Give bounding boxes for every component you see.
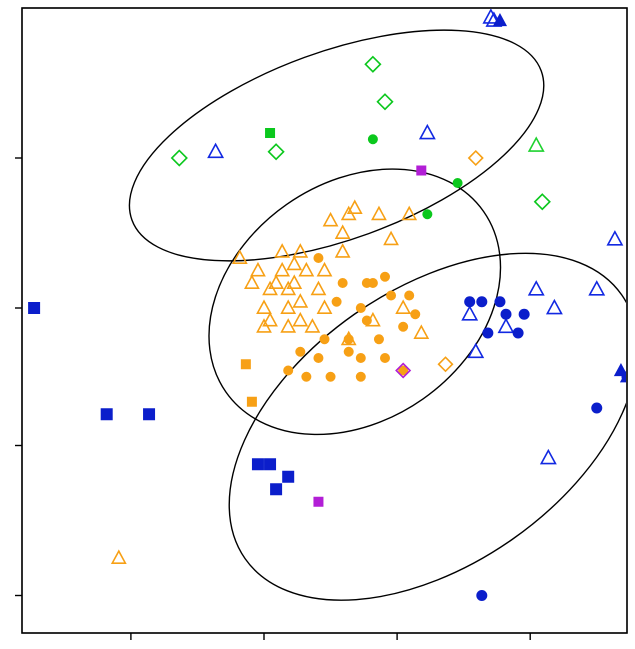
series-green-filled-square: [265, 128, 275, 138]
chart-canvas: [0, 0, 635, 649]
scatter-plot: [0, 0, 635, 649]
